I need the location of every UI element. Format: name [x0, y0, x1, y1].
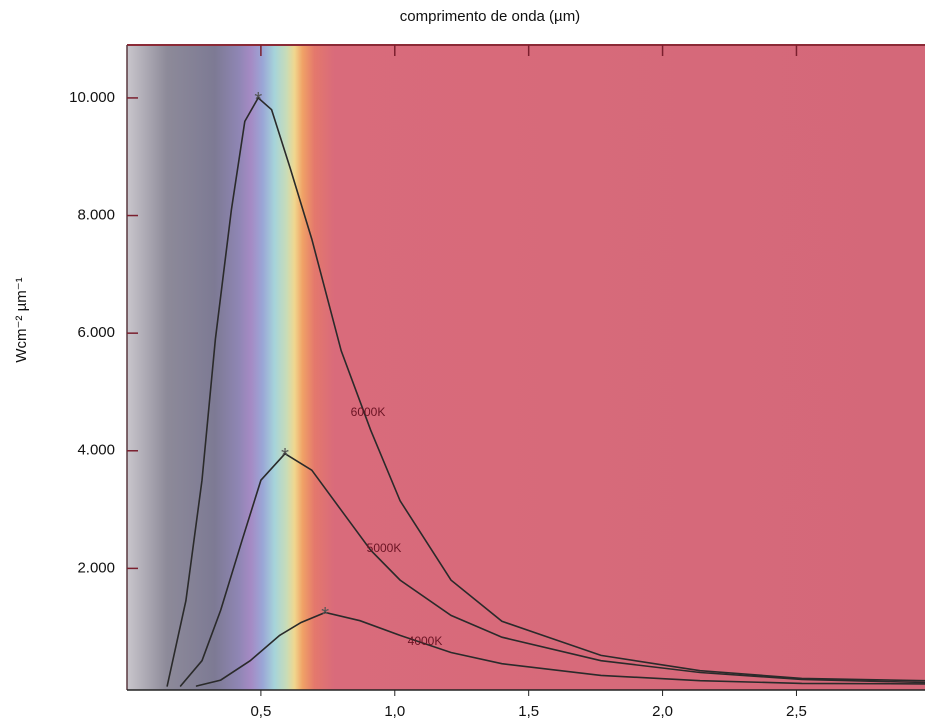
curve-label: 4000K	[408, 634, 443, 648]
plot-background	[127, 45, 925, 690]
curve	[179, 452, 925, 687]
peak-marker: *	[321, 604, 329, 626]
y-axis-label: Wcm⁻² µm⁻¹	[13, 277, 30, 362]
x-tick-label: 2,0	[652, 703, 673, 720]
y-tick-label: 8.000	[77, 207, 115, 224]
y-tick-label: 6.000	[77, 324, 115, 341]
curve-label: 6000K	[351, 405, 386, 419]
x-axis-label: comprimento de onda (µm)	[400, 8, 580, 25]
curve	[166, 96, 925, 687]
y-tick-label: 2.000	[77, 559, 115, 576]
peak-marker: *	[254, 89, 262, 111]
peak-marker: *	[281, 445, 289, 467]
x-tick-label: 2,5	[786, 703, 807, 720]
curve-label: 5000K	[367, 541, 402, 555]
x-tick-label: 1,5	[518, 703, 539, 720]
curve	[195, 611, 925, 687]
x-tick-label: 0,5	[250, 703, 271, 720]
y-tick-label: 10.000	[69, 89, 115, 106]
y-tick-label: 4.000	[77, 442, 115, 459]
x-tick-label: 1,0	[384, 703, 405, 720]
